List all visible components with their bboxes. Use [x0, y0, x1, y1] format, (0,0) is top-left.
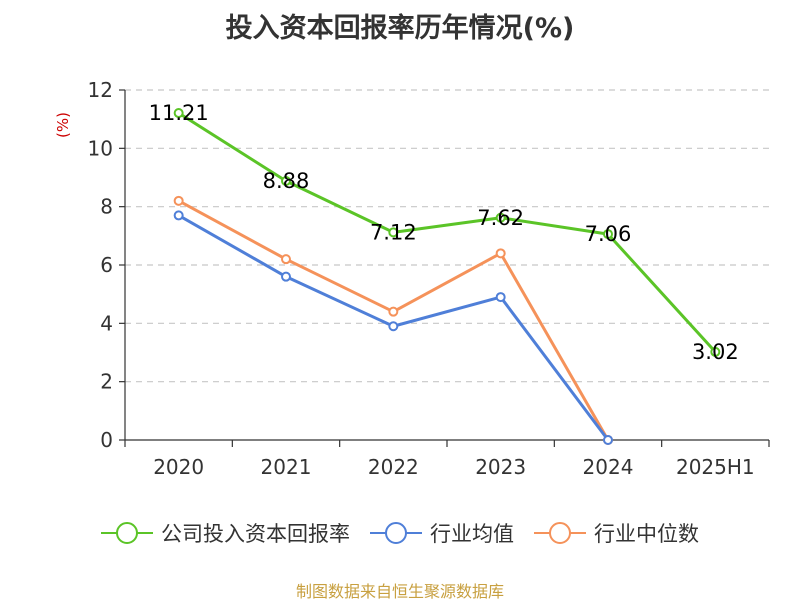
y-tick-label: 2 — [100, 370, 113, 394]
x-tick-label: 2022 — [368, 455, 419, 479]
legend: 公司投入资本回报率 行业均值 行业中位数 — [0, 518, 800, 548]
y-tick-label: 12 — [88, 78, 113, 102]
legend-label: 公司投入资本回报率 — [161, 522, 350, 546]
series-line — [177, 111, 717, 353]
axes: 0 2 4 6 8 10 12 2020 2021 2022 2023 2024 2025H1 — [88, 78, 770, 479]
chart-title: 投入资本回报率历年情况(%) — [225, 13, 575, 44]
data-point — [388, 227, 399, 238]
data-point — [495, 248, 506, 259]
y-axis-label: (%) — [54, 112, 72, 138]
data-point — [388, 306, 399, 317]
data-labels: 11.21 8.88 7.12 7.62 7.06 3.02 — [149, 101, 739, 364]
data-point — [603, 435, 613, 445]
legend-swatch — [101, 522, 153, 544]
legend-label: 行业均值 — [430, 522, 514, 546]
data-label: 7.06 — [585, 222, 632, 246]
legend-swatch — [370, 522, 422, 544]
legend-label: 行业中位数 — [594, 522, 699, 546]
x-tick-label: 2024 — [583, 455, 634, 479]
series-lines — [173, 108, 721, 445]
data-point — [603, 229, 613, 240]
x-tick-label: 2020 — [153, 455, 204, 479]
data-point — [173, 195, 184, 206]
data-point — [495, 292, 506, 303]
data-point — [495, 212, 506, 223]
legend-item[interactable]: 行业均值 — [370, 518, 514, 548]
legend-item[interactable]: 行业中位数 — [534, 518, 699, 548]
data-point — [173, 210, 184, 221]
data-point — [388, 321, 399, 332]
data-label: 3.02 — [692, 340, 739, 364]
data-label: 8.88 — [263, 169, 310, 193]
grid-lines — [125, 89, 769, 383]
y-tick-label: 4 — [100, 311, 113, 335]
data-point — [281, 271, 291, 282]
x-tick-label: 2021 — [261, 455, 312, 479]
data-label: 11.21 — [149, 101, 209, 125]
legend-swatch — [534, 522, 586, 544]
data-point — [173, 108, 184, 119]
data-label: 7.62 — [477, 206, 524, 230]
y-tick-label: 8 — [100, 195, 113, 219]
data-point — [281, 254, 291, 265]
data-point — [710, 346, 721, 357]
y-tick-label: 0 — [100, 428, 113, 452]
x-tick-label: 2023 — [475, 455, 526, 479]
data-point — [281, 176, 291, 186]
x-tick-label: 2025H1 — [676, 455, 755, 479]
legend-item[interactable]: 公司投入资本回报率 — [101, 518, 350, 548]
y-tick-label: 6 — [100, 253, 113, 277]
data-label: 7.12 — [370, 220, 417, 244]
source-footer: 制图数据来自恒生聚源数据库 — [295, 582, 504, 601]
y-tick-label: 10 — [88, 136, 113, 160]
